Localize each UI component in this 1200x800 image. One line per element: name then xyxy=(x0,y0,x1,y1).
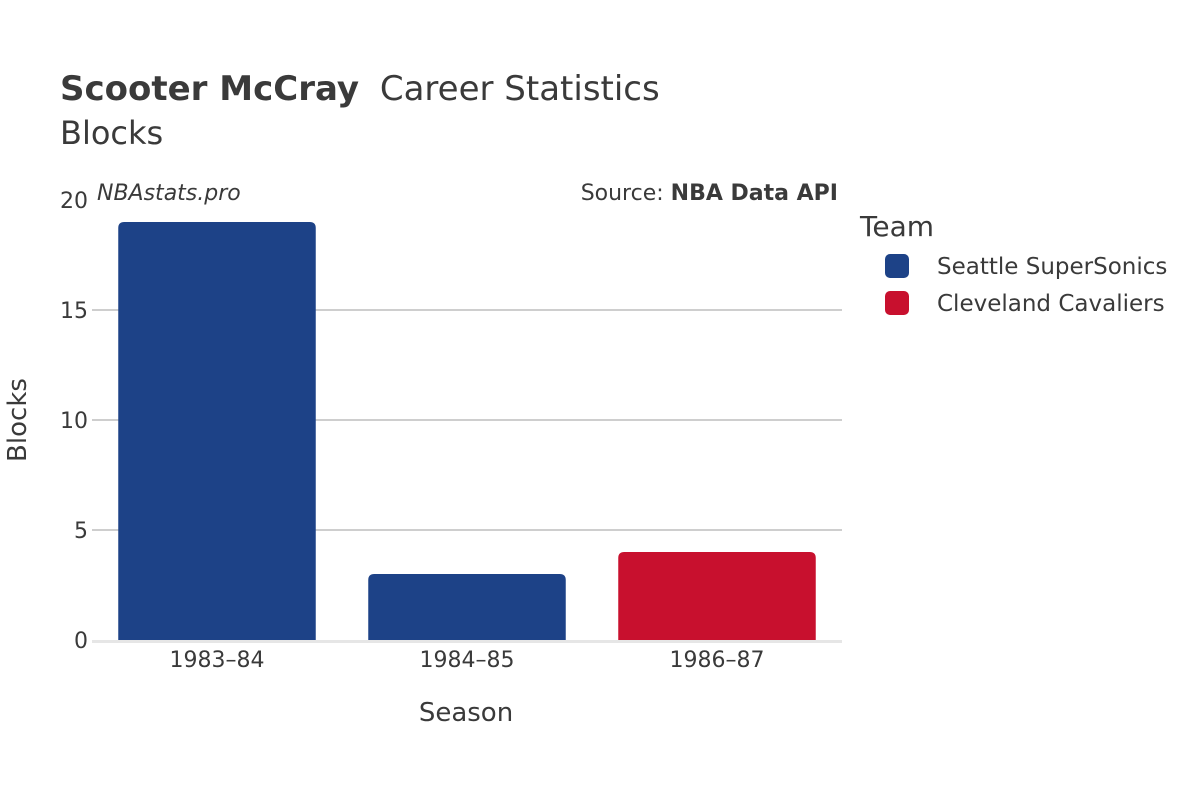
legend-swatch xyxy=(885,291,909,315)
watermark-text: NBAstats.pro xyxy=(97,181,241,206)
y-tick-label: 15 xyxy=(60,299,88,324)
chart-title: Scooter McCray Career Statistics xyxy=(60,69,660,109)
x-tick-label: 1984–85 xyxy=(420,648,515,673)
legend-item-label: Cleveland Cavaliers xyxy=(937,291,1165,317)
y-tick-label: 5 xyxy=(74,519,88,544)
y-tick-label: 10 xyxy=(60,409,88,434)
legend: Seattle SuperSonics Cleveland Cavaliers xyxy=(885,254,1167,317)
y-tick-label: 0 xyxy=(74,629,88,654)
bar-1983–84[interactable] xyxy=(118,222,316,640)
chart-title-rest: Career Statistics xyxy=(380,69,660,109)
legend-item-label: Seattle SuperSonics xyxy=(937,254,1167,280)
chart-title-player: Scooter McCray xyxy=(60,69,359,109)
source-name: NBA Data API xyxy=(671,181,838,206)
bar-1984–85[interactable] xyxy=(368,574,566,640)
bar-series xyxy=(118,222,816,640)
y-axis-title: Blocks xyxy=(3,378,33,462)
x-tick-label: 1986–87 xyxy=(670,648,765,673)
source-prefix: Source: xyxy=(581,181,671,206)
chart-subtitle: Blocks xyxy=(60,114,163,152)
x-tick-label: 1983–84 xyxy=(170,648,265,673)
x-axis-ticks: 1983–84 1984–85 1986–87 xyxy=(170,648,765,673)
source-text: Source: NBA Data API xyxy=(581,181,838,206)
bar-1986–87[interactable] xyxy=(618,552,816,640)
y-tick-label: 20 xyxy=(60,189,88,214)
legend-swatch xyxy=(885,254,909,278)
y-axis-ticks: 0 5 10 15 20 xyxy=(60,189,88,654)
legend-title: Team xyxy=(859,210,934,243)
x-axis-title: Season xyxy=(419,698,513,728)
